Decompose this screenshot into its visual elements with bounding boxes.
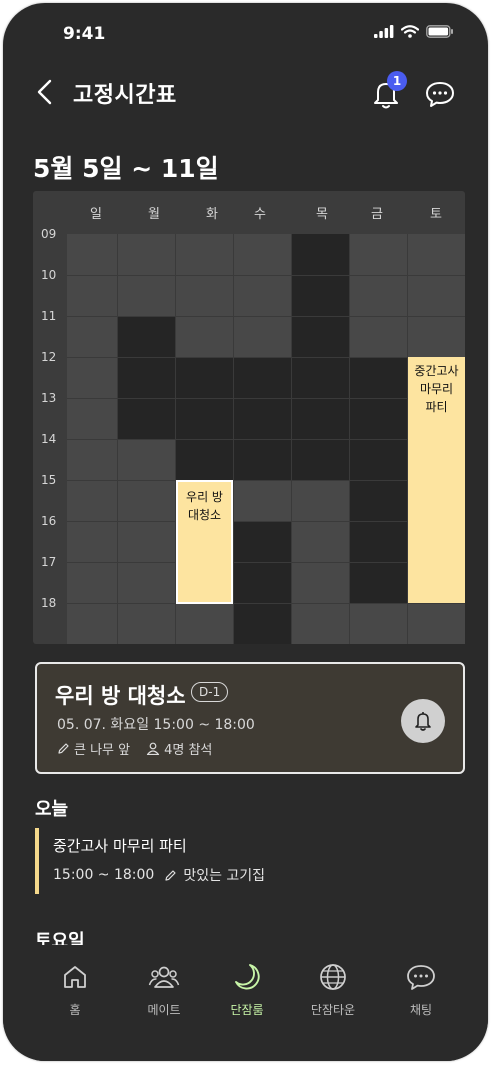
today-event-accent (35, 828, 39, 894)
signal-icon (374, 25, 394, 38)
tab-label: 단잠룸 (230, 1003, 264, 1017)
timetable-grid: 우리 방 대청소 중간고사 마무리 파티 (67, 234, 465, 644)
tab-home[interactable]: 홈 (35, 961, 115, 1018)
tab-danjamroom[interactable]: 단잠룸 (207, 961, 287, 1018)
today-event-time: 15:00 ~ 18:00 (53, 867, 155, 883)
day-header: 화 (206, 207, 218, 222)
dday-badge: D-1 (191, 682, 229, 702)
upcoming-datetime: 05. 07. 화요일 15:00 ~ 18:00 (57, 717, 255, 733)
globe-icon (320, 964, 346, 990)
home-icon (64, 966, 86, 988)
busy-block (175, 357, 233, 480)
wifi-icon (401, 25, 419, 38)
today-heading: 오늘 (35, 799, 69, 820)
hour-label: 18 (41, 596, 57, 610)
tab-mate[interactable]: 메이트 (124, 961, 204, 1018)
upcoming-title: 우리 방 대청소 (55, 684, 186, 708)
day-header: 목 (316, 207, 328, 222)
status-icons (374, 25, 454, 38)
busy-block (233, 521, 291, 644)
tab-label: 메이트 (147, 1003, 181, 1017)
hour-label: 13 (41, 391, 57, 405)
status-time: 9:41 (63, 24, 106, 44)
day-header: 일 (90, 207, 102, 222)
chat-icon[interactable] (424, 79, 456, 109)
tab-chat[interactable]: 채팅 (381, 961, 461, 1018)
hour-label: 11 (41, 309, 57, 323)
moon-icon (235, 964, 260, 990)
upcoming-meta: 큰 나무 앞 4명 참석 (57, 739, 212, 758)
busy-block (117, 316, 175, 440)
day-header: 월 (148, 207, 160, 222)
hour-label: 17 (41, 555, 57, 569)
upcoming-attendees: 4명 참석 (164, 743, 213, 758)
notification-badge: 1 (387, 71, 407, 91)
page-title: 고정시간표 (73, 83, 177, 108)
back-icon[interactable] (33, 77, 57, 107)
day-header: 금 (371, 207, 383, 222)
battery-icon (426, 25, 453, 38)
upcoming-event-card[interactable]: 우리 방 대청소 D-1 05. 07. 화요일 15:00 ~ 18:00 큰… (35, 662, 465, 774)
event-cleaning[interactable]: 우리 방 대청소 (176, 480, 233, 604)
hour-label: 12 (41, 350, 57, 364)
tab-label: 채팅 (409, 1003, 433, 1017)
hour-label: 16 (41, 514, 57, 528)
pencil-icon (165, 869, 176, 881)
tab-label: 단잠타운 (310, 1003, 356, 1017)
people-icon (148, 966, 180, 988)
timetable: 일 월 화 수 목 금 토 09 10 11 12 13 14 15 16 17… (33, 191, 465, 644)
hour-label: 10 (41, 268, 57, 282)
today-event-title[interactable]: 중간고사 마무리 파티 (53, 837, 187, 855)
event-party[interactable]: 중간고사 마무리 파티 (408, 357, 465, 603)
hour-label: 09 (41, 227, 57, 241)
hour-label: 14 (41, 432, 57, 446)
busy-block (233, 357, 291, 480)
today-event-meta: 15:00 ~ 18:00 맛있는 고기집 (53, 865, 265, 885)
today-event-location: 맛있는 고기집 (183, 868, 266, 884)
notification-bell-icon[interactable] (369, 77, 403, 111)
tab-danjamtown[interactable]: 단잠타운 (293, 961, 373, 1018)
day-header: 토 (430, 207, 442, 222)
day-header: 수 (254, 207, 266, 222)
person-icon (147, 742, 160, 755)
reminder-button[interactable] (401, 699, 445, 743)
week-range-title: 5월 5일 ~ 11일 (33, 154, 219, 183)
bell-icon (415, 712, 431, 731)
hour-label: 15 (41, 473, 57, 487)
pencil-icon (58, 743, 69, 754)
tab-label: 홈 (69, 1003, 81, 1017)
phone-screen: 9:41 고정시간표 1 5월 5일 ~ 11일 (3, 3, 488, 1061)
upcoming-location: 큰 나무 앞 (74, 743, 131, 758)
chat-icon (407, 965, 435, 990)
bottom-tab-bar: 홈 메이트 단잠룸 (3, 945, 488, 1061)
